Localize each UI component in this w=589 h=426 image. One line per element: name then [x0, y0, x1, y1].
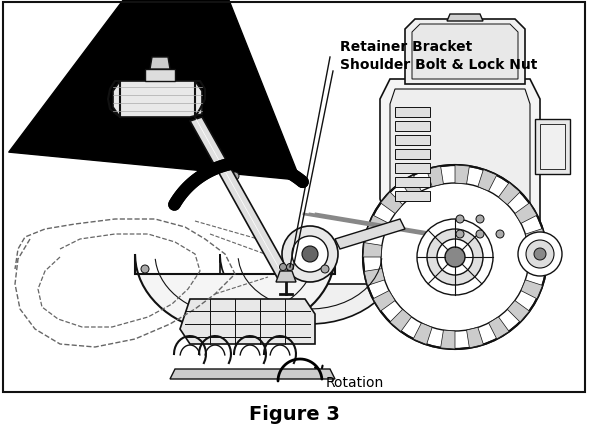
Circle shape [141, 265, 149, 273]
Polygon shape [455, 166, 469, 184]
Circle shape [286, 264, 293, 271]
Circle shape [280, 264, 286, 271]
Polygon shape [220, 254, 400, 324]
Circle shape [476, 216, 484, 224]
Polygon shape [401, 176, 421, 198]
Polygon shape [395, 150, 430, 160]
Polygon shape [180, 299, 315, 344]
Polygon shape [528, 257, 547, 272]
Polygon shape [489, 317, 509, 339]
Polygon shape [395, 192, 430, 201]
Polygon shape [276, 271, 296, 282]
Polygon shape [390, 90, 530, 225]
Circle shape [427, 230, 483, 285]
Polygon shape [113, 82, 202, 118]
Polygon shape [525, 229, 546, 246]
Text: Retainer Bracket: Retainer Bracket [340, 40, 472, 54]
Polygon shape [521, 280, 542, 299]
Circle shape [526, 240, 554, 268]
Polygon shape [535, 120, 570, 175]
Polygon shape [145, 70, 175, 82]
Circle shape [456, 230, 464, 239]
Text: Rotation: Rotation [326, 375, 384, 389]
Polygon shape [395, 164, 430, 173]
Polygon shape [498, 183, 520, 205]
Polygon shape [395, 108, 430, 118]
Polygon shape [413, 323, 432, 345]
Polygon shape [170, 369, 335, 379]
Circle shape [437, 239, 473, 275]
Circle shape [282, 227, 338, 282]
Polygon shape [380, 80, 540, 230]
Polygon shape [540, 125, 565, 170]
Polygon shape [368, 216, 389, 235]
Circle shape [456, 216, 464, 224]
Polygon shape [150, 58, 170, 70]
Polygon shape [466, 328, 484, 348]
Circle shape [417, 219, 493, 295]
Circle shape [445, 248, 465, 268]
Polygon shape [390, 310, 412, 332]
Circle shape [292, 236, 328, 272]
Polygon shape [380, 193, 403, 214]
Polygon shape [412, 25, 518, 80]
Polygon shape [135, 254, 335, 334]
Text: Figure 3: Figure 3 [249, 405, 339, 423]
Circle shape [302, 246, 318, 262]
Polygon shape [426, 167, 444, 187]
Polygon shape [405, 20, 525, 85]
Polygon shape [190, 118, 290, 279]
Polygon shape [395, 122, 430, 132]
Polygon shape [364, 269, 385, 286]
Polygon shape [447, 15, 483, 22]
Circle shape [534, 248, 546, 260]
Polygon shape [478, 170, 497, 192]
Polygon shape [395, 136, 430, 146]
Circle shape [476, 230, 484, 239]
Circle shape [231, 173, 239, 181]
Circle shape [321, 265, 329, 273]
Text: Shoulder Bolt & Lock Nut: Shoulder Bolt & Lock Nut [340, 58, 537, 72]
Circle shape [518, 233, 562, 276]
Polygon shape [335, 219, 405, 249]
Circle shape [381, 184, 529, 331]
Circle shape [496, 230, 504, 239]
Polygon shape [363, 243, 382, 257]
Polygon shape [441, 330, 455, 349]
Polygon shape [373, 291, 395, 311]
Polygon shape [515, 204, 537, 224]
Polygon shape [395, 178, 430, 187]
Polygon shape [507, 301, 530, 322]
Circle shape [363, 166, 547, 349]
